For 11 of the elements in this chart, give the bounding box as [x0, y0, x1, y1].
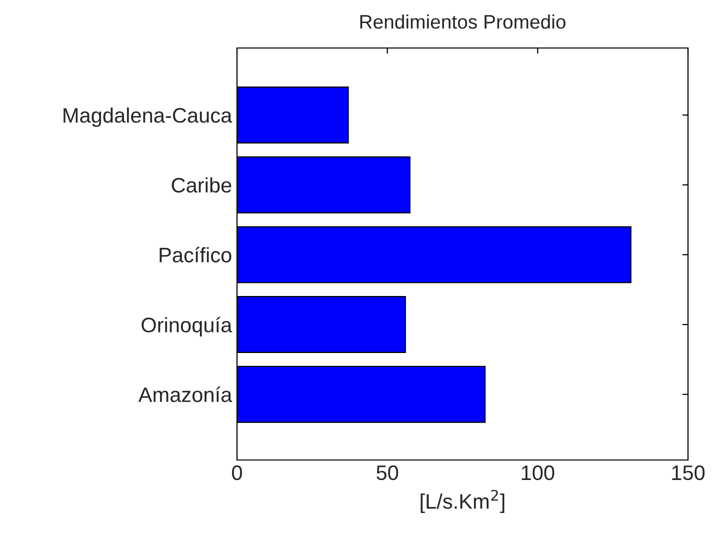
y-tick-label: Magdalena-Cauca	[64, 107, 232, 127]
x-axis-title: [L/s.Km$^{2}$]	[420, 490, 504, 513]
y-tick-label: Orinoquía	[142, 316, 232, 337]
chart-title: Rendimientos Promedio	[360, 14, 566, 29]
x-tick-label: 0	[232, 465, 242, 480]
y-tick-label: Amazonía	[138, 386, 232, 402]
y-tick-label: Caribe	[172, 177, 232, 193]
x-tick-label: 100	[522, 465, 554, 480]
x-tick-label: 150	[672, 465, 705, 480]
y-tick-label: Pacífico	[160, 246, 232, 262]
x-tick-label: 50	[376, 465, 398, 480]
